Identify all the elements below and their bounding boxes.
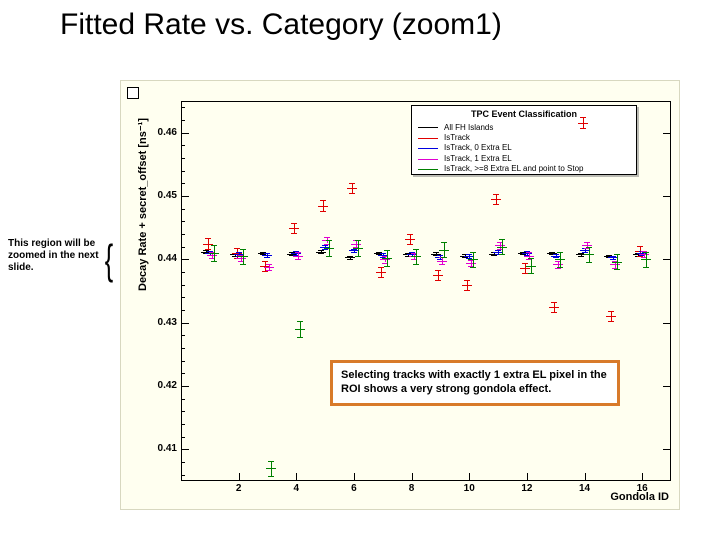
legend-item: IsTrack, 0 Extra EL: [418, 143, 630, 153]
legend-swatch: [418, 138, 438, 139]
ytick-label: 0.43: [137, 317, 177, 328]
ytick-label: 0.45: [137, 190, 177, 201]
ytick-label: 0.42: [137, 380, 177, 391]
xtick-label: 2: [229, 483, 249, 494]
brace-icon: {: [105, 236, 113, 284]
legend-label: IsTrack, 0 Extra EL: [444, 143, 512, 153]
legend-swatch: [418, 159, 438, 160]
chart-container: Decay Rate + secret_offset [ns⁻¹] ×10⁻³ …: [120, 80, 680, 510]
xtick-label: 6: [344, 483, 364, 494]
y-axis-label: Decay Rate + secret_offset [ns⁻¹]: [136, 118, 149, 291]
xtick-label: 4: [286, 483, 306, 494]
legend-item: IsTrack, 1 Extra EL: [418, 154, 630, 164]
callout: Selecting tracks with exactly 1 extra EL…: [330, 360, 620, 406]
xtick-label: 8: [402, 483, 422, 494]
legend-item: All FH Islands: [418, 123, 630, 133]
legend-swatch: [418, 169, 438, 170]
xtick-label: 14: [575, 483, 595, 494]
legend: TPC Event Classification All FH IslandsI…: [411, 105, 637, 175]
slide-title: Fitted Rate vs. Category (zoom1): [60, 8, 502, 42]
legend-label: IsTrack, >=8 Extra EL and point to Stop: [444, 164, 583, 174]
legend-swatch: [418, 127, 438, 128]
legend-swatch: [418, 148, 438, 149]
legend-item: IsTrack, >=8 Extra EL and point to Stop: [418, 164, 630, 174]
xtick-label: 12: [517, 483, 537, 494]
xtick-label: 10: [459, 483, 479, 494]
legend-title: TPC Event Classification: [418, 109, 630, 121]
legend-label: IsTrack, 1 Extra EL: [444, 154, 512, 164]
ytick-label: 0.46: [137, 127, 177, 138]
zoom-annotation: This region will be zoomed in the next s…: [8, 238, 103, 274]
legend-item: IsTrack: [418, 133, 630, 143]
canvas-marker-icon: [127, 87, 139, 99]
ytick-label: 0.44: [137, 253, 177, 264]
ytick-label: 0.41: [137, 443, 177, 454]
legend-label: All FH Islands: [444, 123, 493, 133]
legend-label: IsTrack: [444, 133, 470, 143]
xtick-label: 16: [632, 483, 652, 494]
